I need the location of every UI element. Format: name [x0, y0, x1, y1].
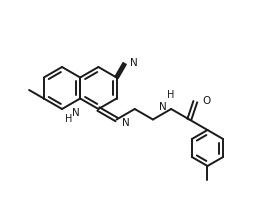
- Text: O: O: [202, 96, 211, 106]
- Text: N: N: [122, 118, 129, 127]
- Text: H: H: [167, 90, 175, 100]
- Text: N: N: [159, 102, 167, 112]
- Text: N: N: [130, 58, 137, 68]
- Text: H: H: [66, 115, 73, 124]
- Text: N: N: [72, 108, 80, 119]
